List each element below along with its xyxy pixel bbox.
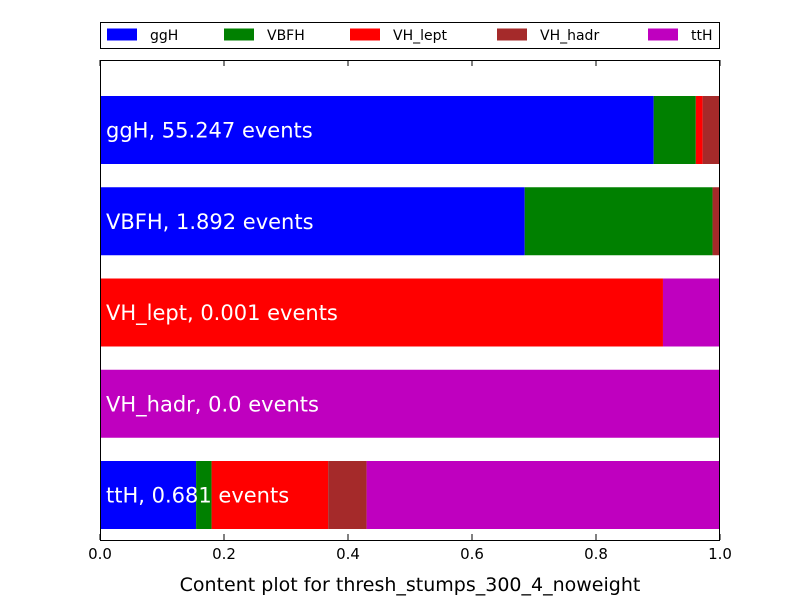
legend-label-ttH: ttH bbox=[691, 28, 713, 44]
x-tick-label: 0.0 bbox=[88, 545, 112, 563]
bar-segment-VH_lept-ttH bbox=[662, 278, 720, 347]
bar-segment-ttH-ggH bbox=[100, 461, 197, 529]
bar-segment-ggH-VBFH bbox=[653, 96, 696, 164]
legend: ggH VBFH VH_lept VH_hadr ttH bbox=[100, 22, 720, 49]
bar-segment-ttH-ttH bbox=[366, 461, 720, 529]
legend-swatch-VH_lept bbox=[350, 28, 380, 41]
bar-segment-ggH-VH_hadr bbox=[702, 96, 720, 164]
bar-segment-ttH-VH_hadr bbox=[328, 461, 367, 529]
bar-segment-VBFH-VH_hadr bbox=[712, 187, 720, 256]
legend-label-VH_hadr: VH_hadr bbox=[540, 28, 599, 44]
bar-label-ggH: ggH, 55.247 events bbox=[106, 119, 313, 143]
plot-area: ggH, 55.247 events VBFH, 1.892 events VH_l… bbox=[100, 96, 720, 529]
bar-label-VBFH: VBFH, 1.892 events bbox=[106, 210, 314, 234]
x-tick-label: 0.4 bbox=[336, 545, 360, 563]
bar-segment-ttH-VH_lept bbox=[211, 461, 329, 529]
bar-segment-ttH-VBFH bbox=[196, 461, 212, 529]
x-tick-label: 0.6 bbox=[460, 545, 484, 563]
plot-frame bbox=[100, 60, 720, 541]
legend-label-VBFH: VBFH bbox=[267, 28, 305, 44]
bar-label-VH_hadr: VH_hadr, 0.0 events bbox=[106, 392, 319, 417]
x-tick-label: 0.2 bbox=[212, 545, 236, 563]
legend-swatch-ttH bbox=[648, 28, 678, 41]
bar-label-VH_lept: VH_lept, 0.001 events bbox=[106, 301, 338, 326]
bar-label-ttH: ttH, 0.681 events bbox=[106, 484, 289, 508]
bar-segment-VH_hadr-ttH bbox=[100, 369, 720, 438]
x-tick-label: 0.8 bbox=[584, 545, 608, 563]
legend-label-ggH: ggH bbox=[150, 28, 178, 44]
legend-swatch-VH_hadr bbox=[497, 28, 527, 41]
bar-segment-VBFH-ggH bbox=[100, 187, 525, 256]
bar-segment-ggH-VH_lept bbox=[695, 96, 703, 164]
legend-frame bbox=[100, 22, 720, 49]
x-axis-title: Content plot for thresh_stumps_300_4_now… bbox=[180, 574, 641, 596]
bar-segment-VH_lept-VH_lept bbox=[100, 278, 663, 347]
x-tick-label: 1.0 bbox=[708, 545, 732, 563]
legend-swatch-ggH bbox=[107, 28, 137, 41]
legend-label-VH_lept: VH_lept bbox=[393, 28, 447, 44]
legend-swatch-VBFH bbox=[224, 28, 254, 41]
bar-segment-VBFH-VBFH bbox=[524, 187, 713, 256]
x-axis: 0.0 0.2 0.4 0.6 0.8 1.0 bbox=[88, 60, 732, 563]
bar-segment-ggH-ggH bbox=[100, 96, 654, 164]
